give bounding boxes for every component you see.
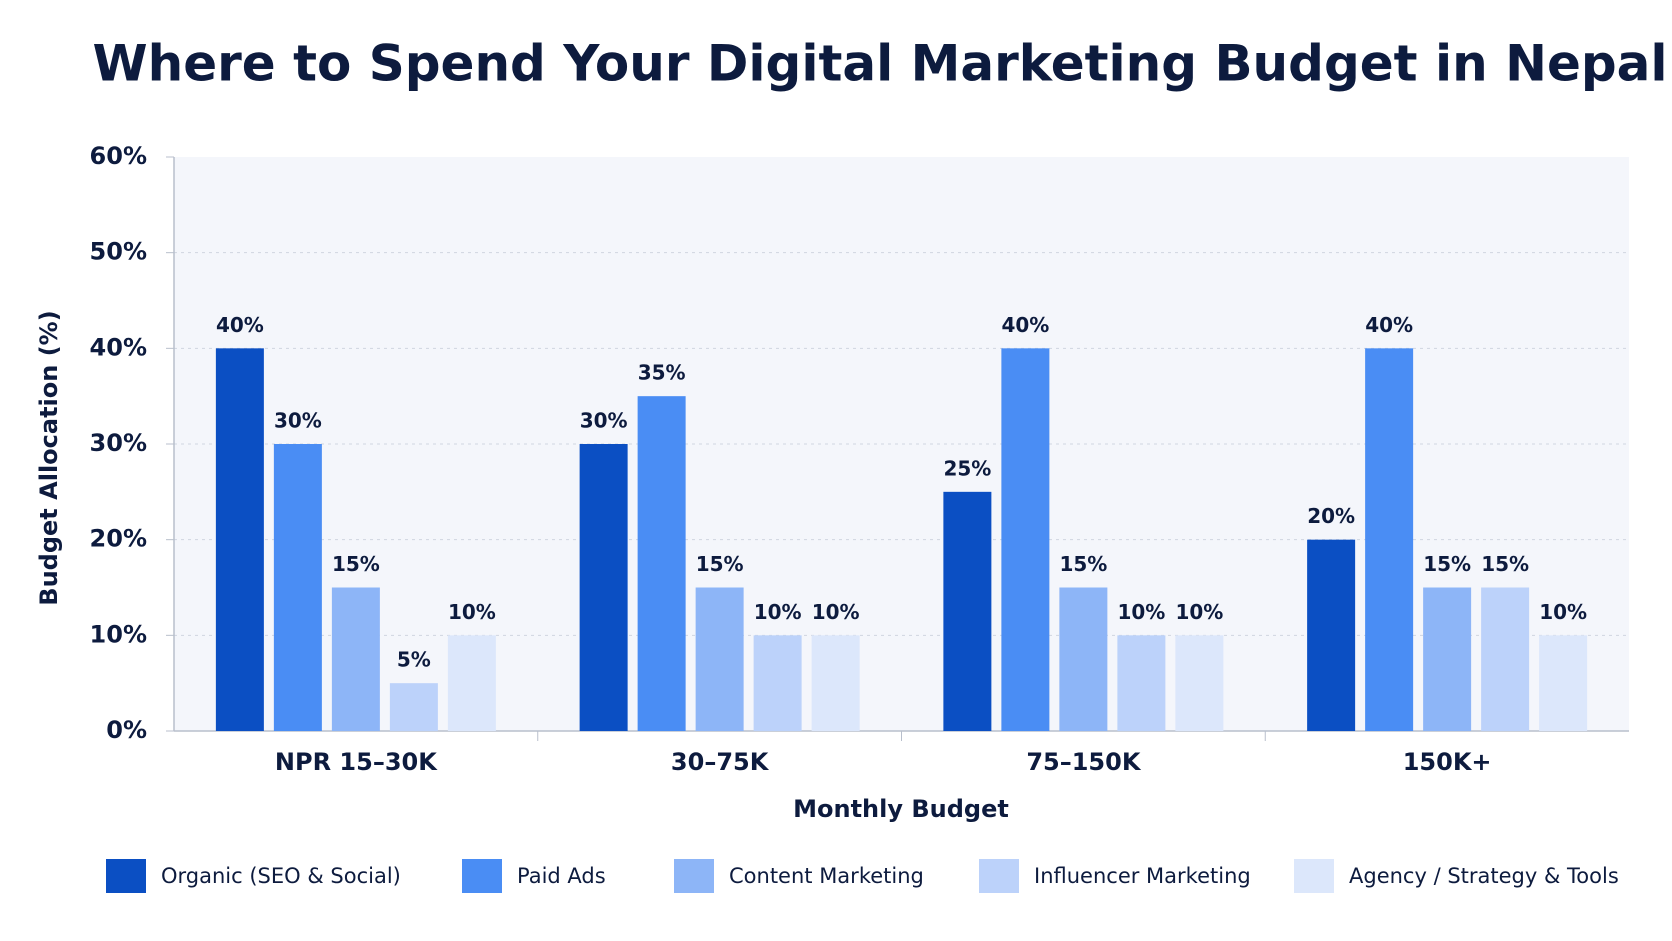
legend-label: Agency / Strategy & Tools [1349, 864, 1619, 888]
legend-label: Organic (SEO & Social) [161, 864, 401, 888]
y-tick-label: 30% [90, 429, 147, 457]
bar [1365, 348, 1414, 731]
x-tick-label: NPR 15–30K [275, 748, 438, 776]
bar [579, 444, 628, 731]
y-tick-label: 10% [90, 620, 147, 648]
bar [273, 444, 322, 731]
bar [1539, 635, 1588, 731]
bar [1175, 635, 1224, 731]
legend-label: Paid Ads [517, 864, 606, 888]
legend-swatch [1294, 859, 1334, 893]
data-label: 35% [638, 361, 686, 385]
data-label: 40% [1365, 313, 1413, 337]
data-label: 15% [1423, 552, 1471, 576]
bar [447, 635, 496, 731]
data-label: 10% [1117, 600, 1165, 624]
bar [389, 683, 438, 731]
data-label: 10% [448, 600, 496, 624]
data-label: 10% [754, 600, 802, 624]
x-tick-label: 75–150K [1026, 748, 1141, 776]
legend-swatch [462, 859, 502, 893]
bar [331, 587, 380, 731]
data-label: 5% [397, 648, 431, 672]
bar [1001, 348, 1050, 731]
data-label: 30% [274, 409, 322, 433]
bar [1059, 587, 1108, 731]
bar [695, 587, 744, 731]
bar [1117, 635, 1166, 731]
bar [943, 491, 992, 731]
bar [637, 396, 686, 731]
bar [1481, 587, 1530, 731]
data-label: 10% [1175, 600, 1223, 624]
data-label: 10% [1539, 600, 1587, 624]
y-tick-label: 40% [90, 333, 147, 361]
data-label: 10% [812, 600, 860, 624]
legend-label: Content Marketing [729, 864, 924, 888]
bar [753, 635, 802, 731]
data-label: 40% [216, 313, 264, 337]
y-tick-label: 20% [90, 525, 147, 553]
data-label: 30% [580, 409, 628, 433]
data-label: 15% [696, 552, 744, 576]
legend-swatch [674, 859, 714, 893]
data-label: 15% [1059, 552, 1107, 576]
legend-swatch [979, 859, 1019, 893]
y-tick-label: 0% [106, 716, 147, 744]
data-label: 15% [332, 552, 380, 576]
x-axis-title: Monthly Budget [793, 795, 1009, 823]
legend-swatch [106, 859, 146, 893]
data-label: 25% [943, 456, 991, 480]
chart-title: Where to Spend Your Digital Marketing Bu… [92, 35, 1667, 93]
data-label: 40% [1001, 313, 1049, 337]
bar [1423, 587, 1472, 731]
bar [215, 348, 264, 731]
y-tick-label: 50% [90, 238, 147, 266]
y-tick-label: 60% [90, 142, 147, 170]
bar [1307, 539, 1356, 731]
legend-label: Influencer Marketing [1034, 864, 1251, 888]
x-tick-label: 30–75K [671, 748, 770, 776]
x-tick-label: 150K+ [1403, 748, 1492, 776]
data-label: 15% [1481, 552, 1529, 576]
y-axis-title: Budget Allocation (%) [35, 310, 63, 605]
data-label: 20% [1307, 504, 1355, 528]
bar [811, 635, 860, 731]
